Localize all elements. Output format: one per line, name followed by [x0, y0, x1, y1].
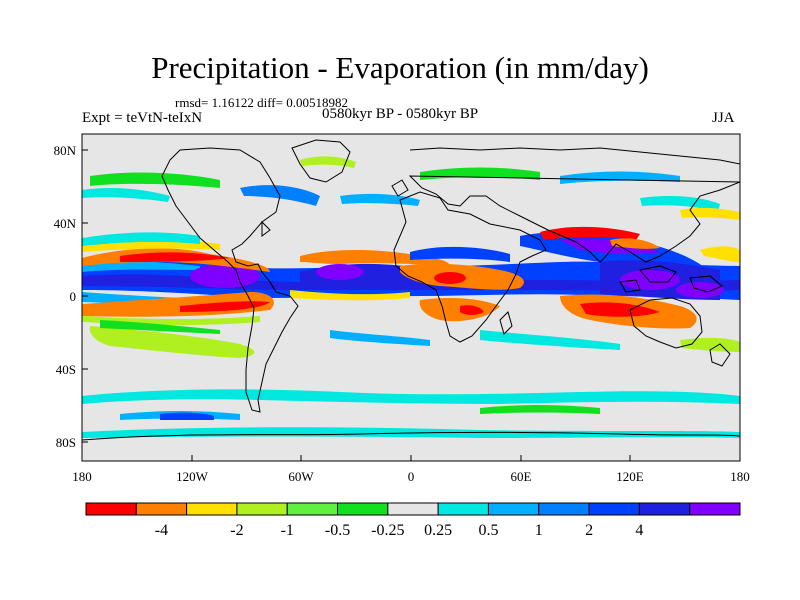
uk-coast — [391, 179, 409, 197]
atl-south-dry — [290, 290, 410, 301]
lon-label-180w: 180 — [72, 469, 92, 484]
atl-max — [316, 264, 364, 280]
map-title: Precipitation - Evaporation (in mm/day) — [151, 50, 649, 85]
stats-text: rmsd= 1.16122 diff= 0.00518982 — [175, 95, 348, 110]
precip-evap-field — [82, 134, 740, 461]
colorbar-label: 0.25 — [424, 522, 452, 539]
lon-label-60e: 60E — [511, 469, 532, 484]
greenland-band — [300, 156, 356, 168]
lon-label-120w: 120W — [176, 469, 209, 484]
colorbar-box — [186, 502, 238, 516]
tick-marks — [81, 149, 741, 461]
lon-labels: 180 120W 60W 0 60E 120E 180 — [72, 469, 750, 484]
africa-dry-core — [434, 272, 466, 284]
coastlines — [82, 139, 740, 441]
colorbar-label: -2 — [230, 522, 243, 539]
colorbar-box — [286, 502, 339, 516]
colorbar-box — [689, 502, 741, 516]
spac-band-2 — [100, 320, 220, 334]
satl-band — [330, 330, 430, 346]
npac-patch — [82, 232, 200, 246]
colorbar-labels: -4 -2 -1 -0.5 -0.25 0.25 0.5 1 2 4 — [155, 522, 644, 539]
australia-coast — [629, 297, 703, 349]
colorbar — [85, 502, 741, 516]
colorbar-box — [85, 502, 137, 516]
spac-band — [89, 326, 255, 358]
colorbar-label: 0.5 — [478, 522, 498, 539]
colorbar-box — [487, 502, 540, 516]
colorbar-label: -0.25 — [371, 522, 404, 539]
sahel-wet — [410, 246, 510, 262]
colorbar-label: 4 — [635, 522, 643, 539]
india-dry — [610, 238, 660, 249]
epac-south-dry-core — [180, 301, 270, 312]
alaska-band — [90, 172, 220, 188]
lon-label-120e: 120E — [616, 469, 644, 484]
atl-north-dry — [300, 250, 450, 266]
lon-label-0: 0 — [408, 469, 415, 484]
indonesia-coast — [619, 265, 723, 293]
epac-max — [190, 264, 260, 288]
warm-pool-max — [620, 270, 680, 290]
bering-band — [82, 188, 170, 202]
colorbar-box — [135, 502, 188, 516]
madagascar-coast — [499, 311, 513, 335]
americas-coast — [161, 147, 299, 413]
monsoon-max — [560, 238, 660, 255]
itcz-edge-north — [82, 260, 200, 272]
colorbar-box — [437, 502, 489, 516]
colorbar-label: -1 — [281, 522, 294, 539]
colorbar-box — [588, 502, 640, 516]
epac-north-ring — [82, 240, 220, 252]
lat-label-80n: 80N — [54, 143, 77, 158]
south-africa-dry-core — [460, 305, 484, 315]
colorbar-box — [638, 502, 691, 516]
so-patch-2 — [480, 405, 600, 414]
colorbar-box — [538, 502, 590, 516]
natl-band — [340, 193, 420, 206]
lat-label-80s: 80S — [56, 435, 76, 450]
south-indian-dry-core — [580, 302, 660, 317]
colorbar-box — [337, 502, 389, 516]
colorbar-box — [387, 502, 439, 516]
lat-label-eq: 0 — [70, 289, 77, 304]
lat-label-40n: 40N — [54, 216, 77, 231]
period-label: 0580kyr BP - 0580kyr BP — [322, 106, 479, 122]
arabia-dry — [540, 226, 640, 240]
eurasia-coast — [408, 147, 740, 263]
siberia-band — [560, 171, 680, 184]
antarctica-coast — [82, 432, 740, 441]
colorbar-label: -4 — [155, 522, 168, 539]
lon-label-180e: 180 — [730, 469, 750, 484]
epac-north-dry-core — [120, 252, 230, 262]
wpac-dry — [700, 246, 740, 262]
lon-label-60w: 60W — [288, 469, 314, 484]
lat-labels: 80N 40N 0 40S 80S — [54, 143, 77, 450]
colorbar-label: 1 — [535, 522, 543, 539]
florida-coast — [261, 220, 271, 237]
south-africa-dry — [419, 298, 500, 322]
colorbar-box — [236, 502, 288, 516]
colorbar-label: 2 — [585, 522, 593, 539]
season-label: JJA — [712, 110, 735, 126]
so-patch-core — [160, 412, 214, 420]
lat-label-40s: 40S — [56, 362, 76, 377]
itcz-core — [82, 274, 740, 291]
colorbar-label: -0.5 — [325, 522, 350, 539]
new-zealand-coast — [709, 343, 731, 367]
africa-coast — [393, 191, 547, 343]
sio-band — [480, 330, 620, 350]
experiment-label: Expt = teVtN-teIxN — [82, 110, 203, 126]
npac-north-band — [640, 196, 720, 212]
greenland-coast — [291, 139, 351, 183]
